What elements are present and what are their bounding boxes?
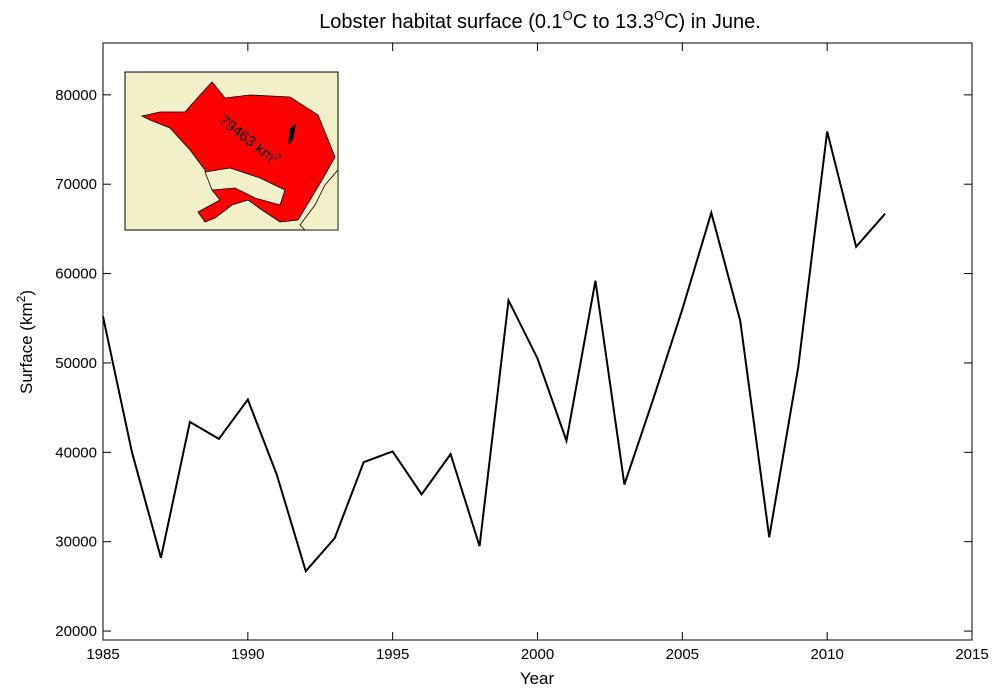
x-axis-label: Year <box>520 669 555 688</box>
x-tick-label: 1995 <box>376 646 409 663</box>
x-tick-label: 2015 <box>955 646 988 663</box>
chart-title: Lobster habitat surface (0.1OC to 13.3OC… <box>319 8 761 33</box>
x-tick-label: 1990 <box>231 646 264 663</box>
inset-map <box>124 71 339 231</box>
x-tick-label: 2000 <box>521 646 554 663</box>
y-tick-label: 40000 <box>55 444 97 461</box>
y-tick-label: 70000 <box>55 176 97 193</box>
y-tick-label: 30000 <box>55 534 97 551</box>
y-tick-label: 80000 <box>55 87 97 104</box>
x-tick-label: 2010 <box>810 646 843 663</box>
habitat-area <box>140 81 336 223</box>
x-tick-label: 2005 <box>666 646 699 663</box>
y-tick-label: 20000 <box>55 623 97 640</box>
x-tick-label: 1985 <box>86 646 119 663</box>
data-line <box>102 131 886 574</box>
y-tick-label: 60000 <box>55 266 97 283</box>
y-axis-label: Surface (km2) <box>14 290 36 394</box>
y-tick-label: 50000 <box>55 355 97 372</box>
